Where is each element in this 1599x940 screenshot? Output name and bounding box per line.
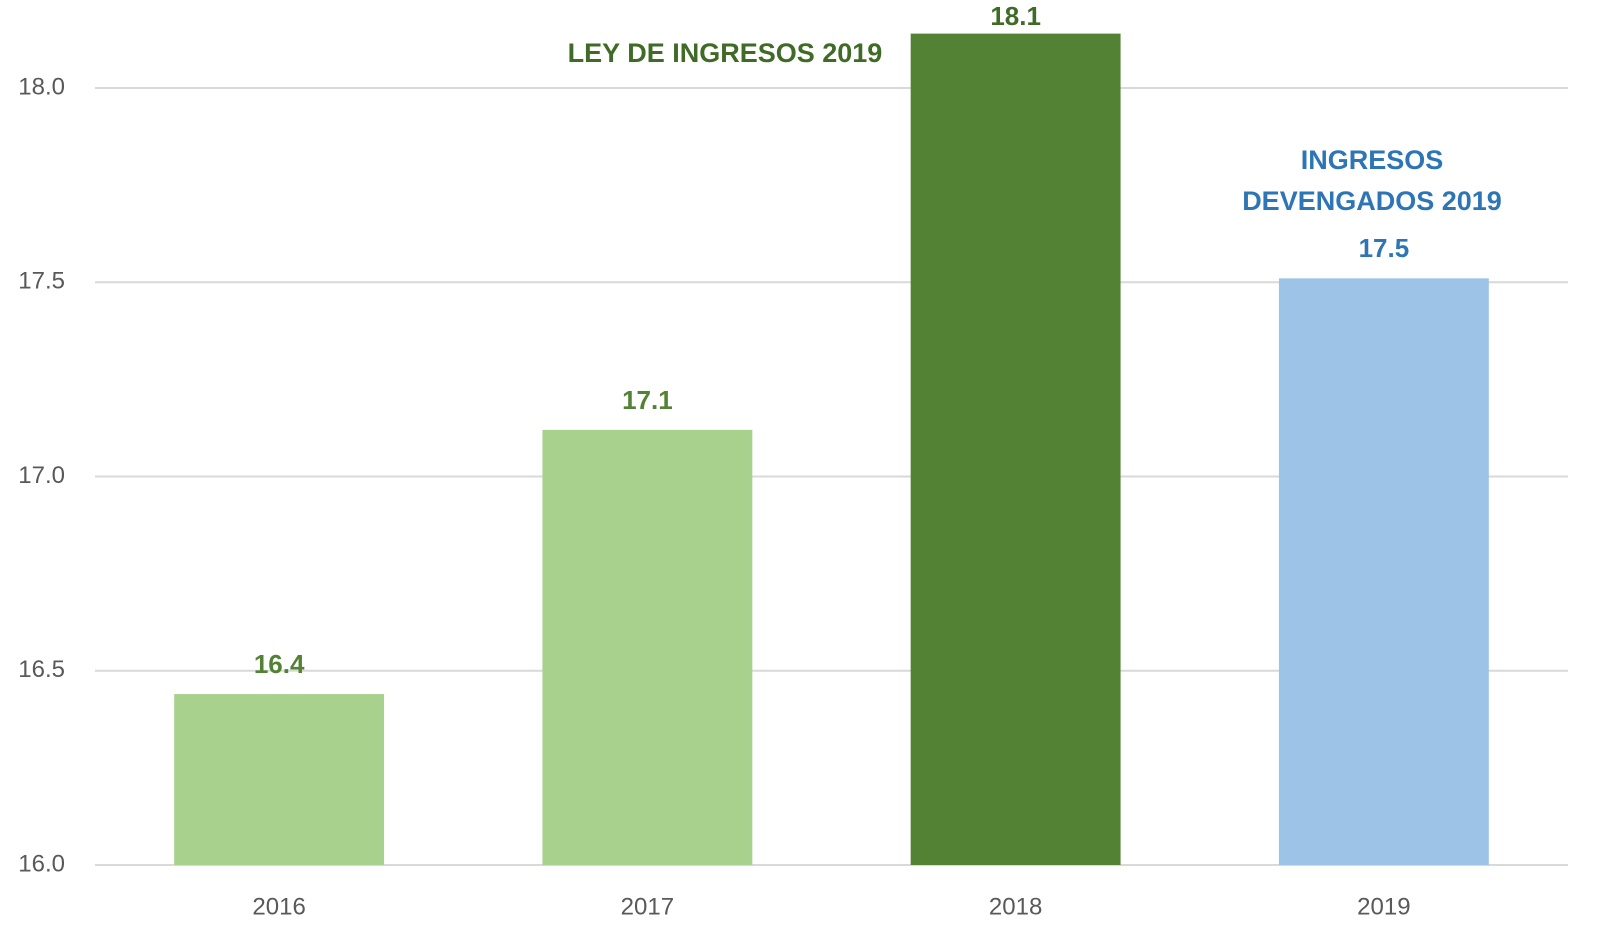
annotation: INGRESOS bbox=[1301, 145, 1444, 175]
y-tick-label: 18.0 bbox=[18, 73, 65, 100]
y-tick-label: 16.5 bbox=[18, 656, 65, 683]
x-tick-label: 2018 bbox=[989, 893, 1042, 920]
value-label: 18.1 bbox=[990, 1, 1041, 31]
x-tick-label: 2019 bbox=[1357, 893, 1410, 920]
y-tick-label: 17.0 bbox=[18, 462, 65, 489]
x-tick-label: 2016 bbox=[252, 893, 305, 920]
value-label: 16.4 bbox=[254, 649, 305, 679]
value-label: 17.5 bbox=[1359, 233, 1410, 263]
bar bbox=[174, 694, 385, 865]
y-tick-label: 16.0 bbox=[18, 850, 65, 877]
bar bbox=[542, 429, 753, 865]
bar bbox=[1278, 278, 1489, 865]
annotation: DEVENGADOS 2019 bbox=[1242, 186, 1502, 216]
annotation: LEY DE INGRESOS 2019 bbox=[568, 38, 883, 68]
y-tick-label: 17.5 bbox=[18, 268, 65, 295]
bar bbox=[910, 33, 1121, 866]
x-tick-label: 2017 bbox=[621, 893, 674, 920]
value-label: 17.1 bbox=[622, 385, 673, 415]
